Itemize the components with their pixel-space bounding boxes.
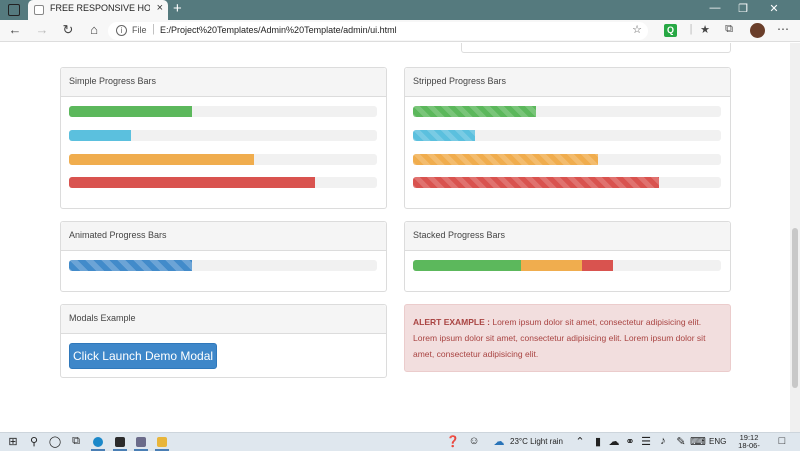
page-favicon-icon <box>34 5 44 15</box>
pen-icon[interactable]: ✎ <box>676 436 686 448</box>
progress-segment <box>582 260 614 271</box>
alert-label: ALERT EXAMPLE : <box>413 317 493 327</box>
search-icon[interactable]: ⚲ <box>29 436 39 448</box>
progress-fill <box>69 177 316 188</box>
new-tab-button[interactable]: + <box>173 0 182 17</box>
onedrive-icon[interactable]: ☁ <box>608 436 620 448</box>
address-bar-row: ← → ↻ ⌂ i File | E:/Project%20Templates/… <box>0 20 800 42</box>
close-window-icon[interactable]: ✕ <box>769 3 779 15</box>
progress-fill <box>69 154 254 165</box>
panel-title: Stripped Progress Bars <box>405 68 730 97</box>
alert-box: ALERT EXAMPLE : Lorem ipsum dolor sit am… <box>404 304 731 372</box>
alert-text: Lorem ipsum dolor sit amet, consectetur … <box>413 317 706 359</box>
progress-fill <box>413 130 475 141</box>
restore-icon[interactable]: ❐ <box>738 3 748 15</box>
people-icon[interactable]: ☺ <box>468 435 480 447</box>
clock-time: 19:12 <box>739 433 759 442</box>
progress-fill <box>69 260 193 271</box>
progress-bar <box>69 154 377 165</box>
progress-bar <box>69 106 377 117</box>
volume-icon[interactable]: ♪ <box>660 435 666 447</box>
windows-start-icon[interactable]: ⊞ <box>8 436 18 448</box>
stacked-progress-bar <box>413 260 721 271</box>
progress-fill <box>69 130 131 141</box>
weather-text[interactable]: 23°C Light rain <box>510 437 564 446</box>
progress-bar <box>69 260 377 271</box>
url-scheme: File <box>132 25 147 35</box>
panel-title: Animated Progress Bars <box>61 222 386 251</box>
back-icon[interactable]: ← <box>8 22 22 37</box>
keyboard-icon[interactable]: ⌨ <box>690 436 706 448</box>
weather-icon[interactable]: ☁ <box>493 436 505 448</box>
usb-icon[interactable]: ⚭ <box>625 436 635 448</box>
animated-progress-panel: Animated Progress Bars <box>60 221 387 292</box>
clock-date: 18-06-2021 <box>738 441 760 451</box>
progress-bar <box>413 130 721 141</box>
browser-tab[interactable]: FREE RESPONSIVE HORIZONTAL × <box>28 0 168 20</box>
page-scrollbar[interactable] <box>790 43 800 432</box>
info-icon[interactable]: i <box>116 25 127 36</box>
launch-modal-button[interactable]: Click Launch Demo Modal <box>69 343 217 369</box>
striped-progress-panel: Stripped Progress Bars <box>404 67 731 209</box>
panel-title: Stacked Progress Bars <box>405 222 730 251</box>
scrollbar-thumb[interactable] <box>792 228 798 388</box>
terminal-icon[interactable] <box>112 434 128 451</box>
collections-icon[interactable]: ⧉ <box>725 23 733 35</box>
progress-segment <box>520 260 583 271</box>
page-viewport: Simple Progress Bars Stripped Progress B… <box>0 43 790 432</box>
favorite-add-icon[interactable]: ☆ <box>632 24 642 36</box>
modals-panel: Modals Example Click Launch Demo Modal <box>60 304 387 378</box>
tab-actions-icon[interactable] <box>8 4 20 16</box>
stacked-progress-panel: Stacked Progress Bars <box>404 221 731 292</box>
panel-title: Modals Example <box>61 305 386 334</box>
language-indicator[interactable]: ENG <box>709 437 727 446</box>
notifications-icon[interactable]: □ <box>778 435 786 447</box>
browser-title-bar: FREE RESPONSIVE HORIZONTAL × + — ❐ ✕ <box>0 0 800 20</box>
network-icon[interactable]: ☰ <box>641 436 651 448</box>
help-icon[interactable]: ❓ <box>446 436 460 448</box>
battery-icon[interactable]: ▮ <box>594 436 602 448</box>
tab-close-icon[interactable]: × <box>156 2 163 14</box>
progress-fill <box>69 106 193 117</box>
progress-fill <box>413 106 537 117</box>
progress-fill <box>413 177 660 188</box>
edge-browser-icon[interactable] <box>90 434 106 451</box>
system-clock[interactable]: 19:12 18-06-2021 <box>732 434 766 451</box>
home-icon[interactable]: ⌂ <box>90 22 98 37</box>
progress-bar <box>413 154 721 165</box>
simple-progress-panel: Simple Progress Bars <box>60 67 387 209</box>
file-explorer-icon[interactable] <box>154 434 170 451</box>
url-field[interactable]: i File | E:/Project%20Templates/Admin%20… <box>108 22 648 40</box>
extension-q-icon[interactable]: Q <box>664 24 677 37</box>
minimize-icon[interactable]: — <box>709 2 721 14</box>
progress-bar <box>413 106 721 117</box>
progress-bar <box>413 177 721 188</box>
url-text[interactable]: E:/Project%20Templates/Admin%20Template/… <box>160 25 397 35</box>
progress-bar <box>69 130 377 141</box>
tab-title: FREE RESPONSIVE HORIZONTAL <box>50 3 150 13</box>
task-view-icon[interactable]: ⧉ <box>72 435 80 447</box>
favorites-icon[interactable]: ★ <box>700 24 710 36</box>
toolbar-divider: | <box>689 23 693 35</box>
progress-segment <box>413 260 521 271</box>
progress-fill <box>413 154 598 165</box>
app-icon[interactable] <box>133 434 149 451</box>
previous-panel-bottom <box>461 43 731 53</box>
more-icon[interactable]: ⋯ <box>777 22 789 36</box>
progress-bar <box>69 177 377 188</box>
profile-avatar[interactable] <box>750 23 765 38</box>
windows-taskbar: ⊞ ⚲ ◯ ⧉ ❓ ☺ ☁ 23°C Light rain ⌃ ▮ ☁ ⚭ ☰ … <box>0 432 800 451</box>
url-separator: | <box>152 23 155 35</box>
refresh-icon[interactable]: ↻ <box>62 22 74 37</box>
forward-icon[interactable]: → <box>35 22 49 37</box>
cortana-icon[interactable]: ◯ <box>48 436 62 448</box>
tray-expand-icon[interactable]: ⌃ <box>575 436 585 448</box>
panel-title: Simple Progress Bars <box>61 68 386 97</box>
